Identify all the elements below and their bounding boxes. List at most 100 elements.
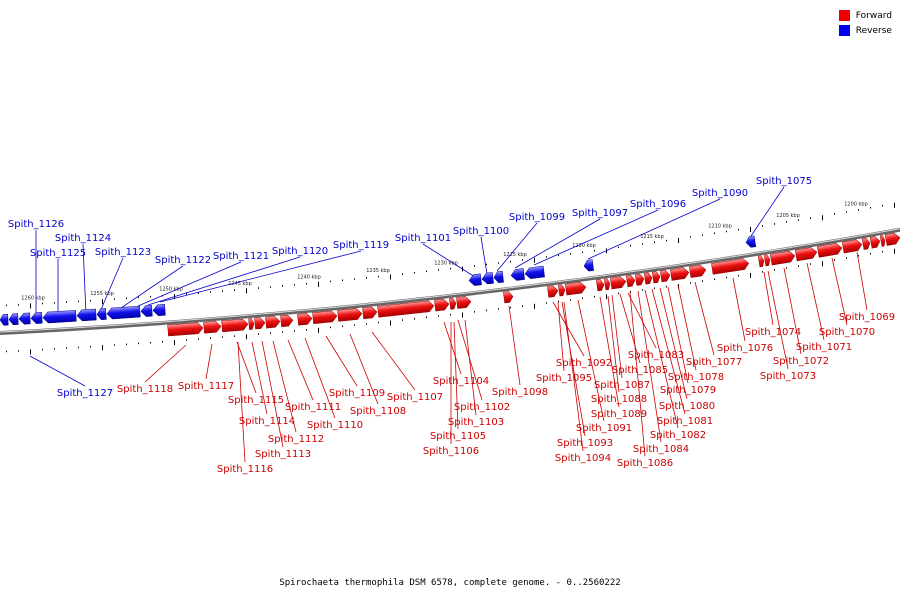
gene-leader-line bbox=[325, 335, 358, 387]
gene-leader-line bbox=[806, 262, 825, 341]
scale-tick-label: 1260 kbp bbox=[21, 295, 45, 301]
gene-label-spith-1125: Spith_1125 bbox=[30, 248, 86, 259]
scale-tick-upper bbox=[762, 225, 763, 227]
scale-tick-upper bbox=[666, 239, 667, 242]
gene-leader-line bbox=[29, 355, 86, 387]
gene-label-spith-1104: Spith_1104 bbox=[433, 376, 489, 387]
scale-tick-lower bbox=[654, 287, 655, 289]
gene-label-spith-1097: Spith_1097 bbox=[572, 208, 628, 219]
scale-tick-upper bbox=[270, 286, 271, 288]
forward-gene-arrow bbox=[879, 234, 886, 247]
gene-leader-line bbox=[443, 321, 462, 375]
scale-tick-upper bbox=[798, 219, 799, 221]
reverse-gene-arrow bbox=[76, 308, 97, 322]
gene-label-spith-1082: Spith_1082 bbox=[650, 430, 706, 441]
legend-reverse-label: Reverse bbox=[855, 25, 892, 36]
scale-tick-upper bbox=[546, 256, 547, 258]
scale-tick-upper bbox=[18, 304, 19, 306]
gene-leader-line bbox=[496, 222, 538, 272]
gene-leader-line bbox=[261, 340, 284, 448]
scale-tick-upper bbox=[846, 211, 847, 213]
gene-leader-line bbox=[599, 296, 620, 408]
scale-tick-label: 1250 kbp bbox=[159, 286, 183, 292]
gene-label-spith-1116: Spith_1116 bbox=[217, 464, 273, 475]
gene-leader-line bbox=[856, 251, 868, 311]
scale-tick-lower bbox=[834, 259, 835, 261]
scale-tick-label: 1240 kbp bbox=[297, 275, 321, 281]
scale-tick-lower bbox=[630, 290, 631, 293]
reverse-gene-arrow bbox=[468, 273, 482, 286]
scale-tick-upper bbox=[426, 270, 427, 273]
scale-tick-lower bbox=[438, 315, 439, 317]
gene-leader-line bbox=[667, 286, 689, 384]
scale-tick-upper bbox=[126, 297, 127, 300]
scale-tick-lower bbox=[762, 271, 763, 273]
scale-tick-upper bbox=[354, 278, 355, 280]
scale-tick-lower bbox=[174, 340, 175, 346]
scale-tick-upper bbox=[894, 202, 895, 208]
scale-tick-upper bbox=[786, 221, 787, 223]
scale-tick-upper bbox=[642, 243, 643, 245]
scale-tick-upper bbox=[690, 236, 691, 238]
scale-tick-label: 1220 kbp bbox=[572, 243, 596, 249]
forward-gene-arrow bbox=[312, 310, 338, 325]
gene-leader-line bbox=[763, 271, 774, 326]
scale-tick-lower bbox=[510, 306, 511, 309]
forward-gene-arrow bbox=[670, 267, 690, 281]
reverse-gene-arrow bbox=[524, 265, 545, 279]
gene-label-spith-1092: Spith_1092 bbox=[556, 358, 612, 369]
gene-label-spith-1088: Spith_1088 bbox=[591, 394, 647, 405]
scale-tick-upper bbox=[522, 259, 523, 261]
gene-label-spith-1111: Spith_1111 bbox=[285, 402, 341, 413]
scale-tick-upper bbox=[510, 260, 511, 263]
scale-tick-lower bbox=[714, 278, 715, 281]
scale-tick-lower bbox=[330, 326, 331, 329]
scale-tick-lower bbox=[186, 339, 187, 341]
scale-tick-lower bbox=[798, 265, 799, 267]
scale-tick-upper bbox=[570, 253, 571, 255]
scale-tick-label: 1255 kbp bbox=[90, 291, 114, 297]
reverse-gene-arrow bbox=[30, 312, 43, 324]
forward-gene-arrow bbox=[659, 270, 671, 283]
gene-leader-line bbox=[304, 337, 336, 419]
gene-label-spith-1071: Spith_1071 bbox=[796, 342, 852, 353]
genome-backbone bbox=[0, 227, 900, 335]
scale-tick-upper bbox=[558, 254, 559, 257]
scale-tick-upper bbox=[474, 265, 475, 267]
scale-tick-upper bbox=[342, 279, 343, 281]
reverse-gene-arrow bbox=[18, 312, 31, 325]
scale-tick-lower bbox=[810, 263, 811, 265]
gene-leader-line bbox=[619, 293, 641, 364]
scale-tick-lower bbox=[18, 350, 19, 352]
scale-tick-upper bbox=[66, 301, 67, 303]
gene-leader-line bbox=[629, 291, 646, 457]
gene-label-spith-1098: Spith_1098 bbox=[492, 387, 548, 398]
scale-tick-lower bbox=[378, 321, 379, 324]
scale-tick-lower bbox=[222, 336, 223, 338]
scale-tick-upper bbox=[714, 232, 715, 235]
reverse-swatch-icon bbox=[838, 25, 850, 36]
legend-forward: Forward bbox=[838, 8, 892, 23]
gene-label-spith-1109: Spith_1109 bbox=[329, 388, 385, 399]
scale-tick-lower bbox=[342, 325, 343, 327]
scale-tick-lower bbox=[270, 332, 271, 334]
scale-tick-lower bbox=[462, 312, 463, 318]
scale-tick-lower bbox=[282, 331, 283, 333]
gene-label-spith-1124: Spith_1124 bbox=[55, 233, 111, 244]
scale-tick-lower bbox=[534, 303, 535, 309]
scale-tick-lower bbox=[102, 345, 103, 351]
gene-leader-line bbox=[287, 339, 314, 401]
forward-gene-arrow bbox=[596, 279, 605, 292]
gene-label-spith-1119: Spith_1119 bbox=[333, 240, 389, 251]
gene-label-spith-1091: Spith_1091 bbox=[576, 423, 632, 434]
scale-tick-lower bbox=[306, 329, 307, 331]
forward-gene-arrow bbox=[167, 322, 204, 337]
gene-leader-line bbox=[644, 289, 679, 429]
scale-tick-upper bbox=[222, 290, 223, 292]
scale-tick-upper bbox=[90, 299, 91, 302]
forward-gene-arrow bbox=[861, 237, 871, 250]
forward-gene-arrow bbox=[265, 316, 281, 329]
scale-tick-upper bbox=[102, 299, 103, 305]
gene-label-spith-1069: Spith_1069 bbox=[839, 312, 895, 323]
